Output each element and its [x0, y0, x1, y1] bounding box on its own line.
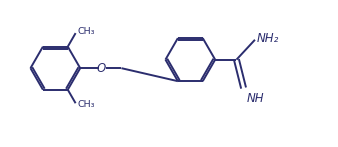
- Text: CH₃: CH₃: [78, 27, 95, 36]
- Text: NH₂: NH₂: [257, 32, 280, 45]
- Text: O: O: [97, 62, 106, 75]
- Text: NH: NH: [247, 92, 265, 105]
- Text: CH₃: CH₃: [78, 100, 95, 109]
